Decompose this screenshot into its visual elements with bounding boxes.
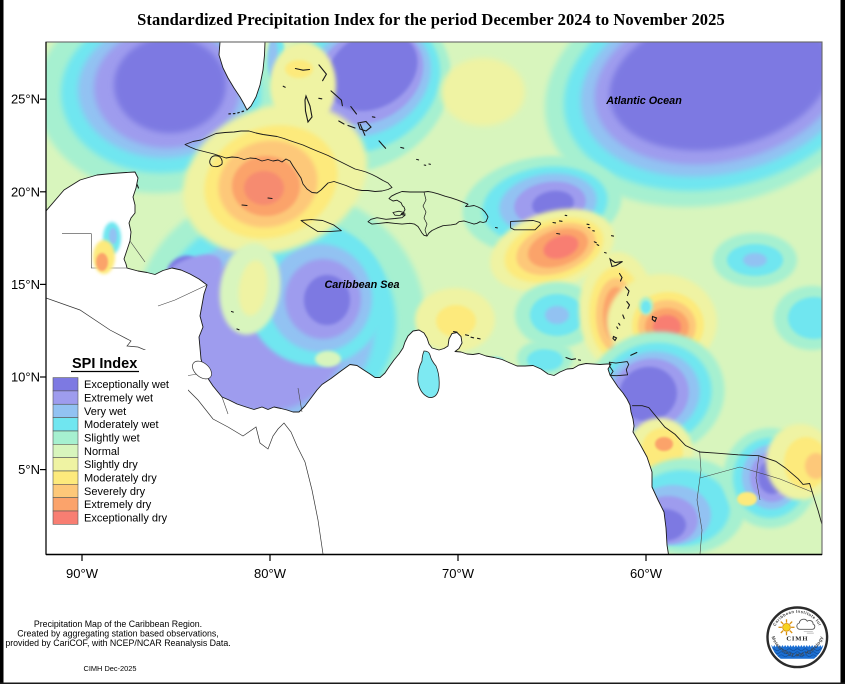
svg-text:Atlantic Ocean: Atlantic Ocean [605,95,682,107]
svg-text:Moderately wet: Moderately wet [84,419,159,431]
svg-text:CIMH: CIMH [786,635,808,642]
svg-text:Precipitation Map of the Carib: Precipitation Map of the Caribbean Regio… [34,619,202,629]
svg-text:SPI Index: SPI Index [72,356,137,372]
svg-text:Normal: Normal [84,446,119,458]
svg-text:Extremely wet: Extremely wet [84,392,153,404]
svg-text:10°N: 10°N [11,370,40,385]
svg-text:60°W: 60°W [630,566,663,581]
svg-text:25°N: 25°N [11,92,40,107]
svg-text:Standardized Precipitation Ind: Standardized Precipitation Index for the… [137,10,725,29]
svg-text:Caribbean Sea: Caribbean Sea [324,279,399,291]
svg-text:15°N: 15°N [11,277,40,292]
svg-text:Exceptionally wet: Exceptionally wet [84,379,169,391]
svg-text:Slightly dry: Slightly dry [84,459,138,471]
svg-text:CIMH Dec-2025: CIMH Dec-2025 [84,664,137,673]
svg-text:20°N: 20°N [11,184,40,199]
svg-text:70°W: 70°W [442,566,475,581]
svg-text:Extremely dry: Extremely dry [84,499,152,511]
svg-text:provided by CariCOF, with NCEP: provided by CariCOF, with NCEP/NCAR Rean… [5,638,230,648]
svg-text:Moderately dry: Moderately dry [84,473,157,485]
svg-text:80°W: 80°W [254,566,287,581]
svg-text:5°N: 5°N [18,462,40,477]
svg-text:Severely dry: Severely dry [84,486,146,498]
svg-text:Slightly wet: Slightly wet [84,432,140,444]
svg-text:Very wet: Very wet [84,406,126,418]
svg-text:90°W: 90°W [66,566,99,581]
svg-text:Exceptionally dry: Exceptionally dry [84,513,168,525]
svg-text:Created by aggregating station: Created by aggregating station based obs… [17,629,218,639]
